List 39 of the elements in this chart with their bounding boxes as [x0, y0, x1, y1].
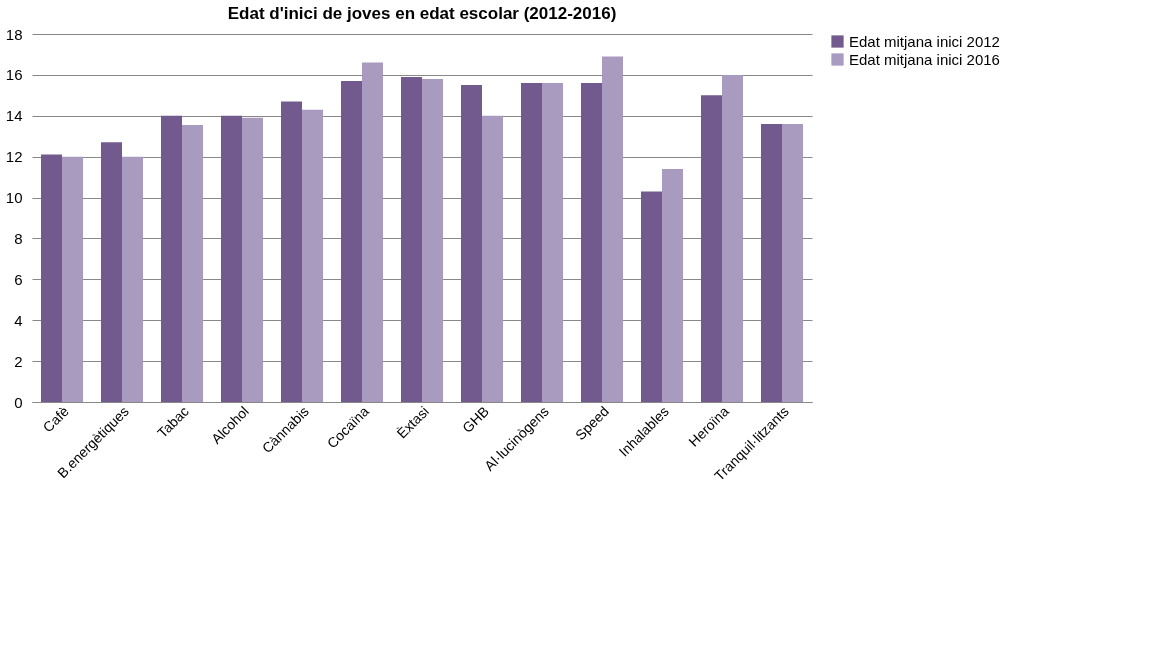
y-tick-label: 6: [14, 270, 23, 288]
y-tick-label: 8: [14, 229, 23, 247]
bar: [221, 115, 242, 402]
legend-label: Edat mitjana inici 2016: [849, 50, 1000, 68]
legend-label: Edat mitjana inici 2012: [849, 32, 1000, 50]
bar: [101, 142, 122, 402]
bar: [542, 83, 563, 402]
bar: [362, 62, 383, 402]
bar: [62, 156, 83, 402]
y-tick-label: 2: [14, 352, 23, 370]
y-tick-label: 12: [5, 148, 23, 166]
bar: [701, 95, 722, 402]
y-tick-label: 16: [5, 66, 23, 84]
chart-title: Edat d'inici de joves en edat escolar (2012-2016): [227, 4, 617, 23]
bar: [41, 154, 62, 402]
bar: [482, 115, 503, 402]
bar: [761, 123, 782, 402]
bar: [782, 123, 803, 402]
bar: [401, 76, 422, 402]
bar: [242, 117, 263, 402]
y-tick-label: 14: [5, 107, 23, 125]
y-tick-label: 18: [5, 25, 23, 43]
bar: [182, 124, 203, 402]
bar: [581, 83, 602, 402]
bar: [521, 83, 542, 402]
y-tick-label: 4: [14, 311, 23, 329]
bar: [302, 109, 323, 402]
bar: [662, 168, 683, 402]
y-tick-label: 10: [5, 189, 23, 207]
bar: [122, 156, 143, 402]
bar: [602, 56, 623, 402]
bar: [281, 101, 302, 402]
bar: [641, 191, 662, 402]
bar: [461, 85, 482, 402]
bar: [161, 115, 182, 402]
bar: [722, 74, 743, 402]
bar: [341, 81, 362, 402]
y-tick-label: 0: [14, 393, 23, 411]
bar: [422, 78, 443, 402]
